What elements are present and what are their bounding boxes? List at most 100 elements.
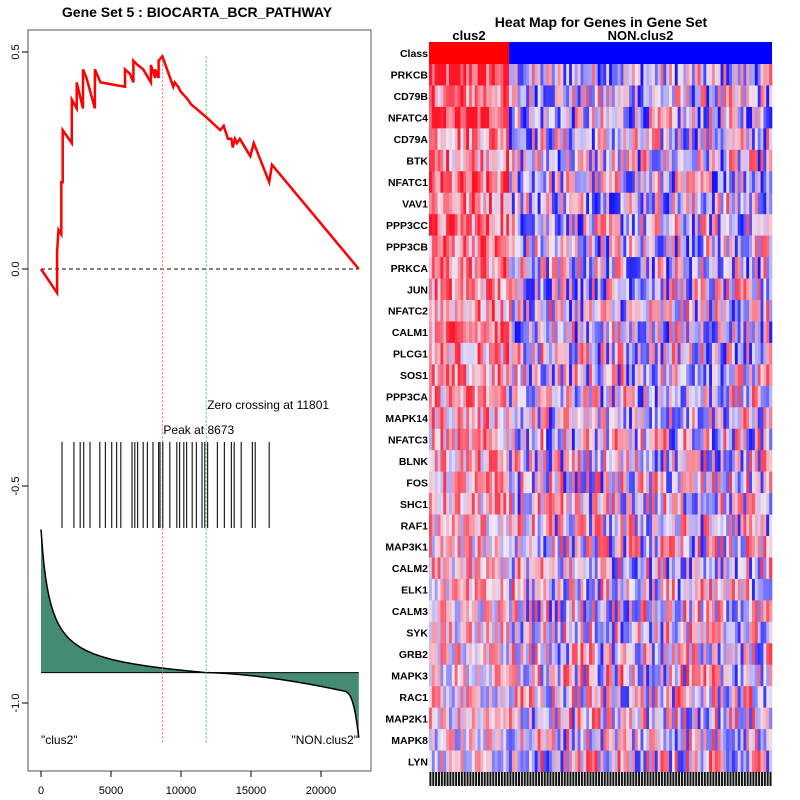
heatmap-cell bbox=[643, 536, 647, 558]
heatmap-cell bbox=[491, 321, 496, 344]
heatmap-cell bbox=[600, 278, 604, 301]
heatmap-cell bbox=[686, 235, 690, 258]
heatmap-cell bbox=[460, 600, 464, 623]
heatmap-cell bbox=[566, 192, 570, 215]
heatmap-cell bbox=[674, 493, 678, 515]
heatmap-cell bbox=[660, 514, 664, 537]
heatmap-cell bbox=[760, 450, 764, 472]
heatmap-cell bbox=[600, 321, 604, 344]
heatmap-cell bbox=[706, 235, 710, 258]
heatmap-cell bbox=[457, 385, 461, 408]
heatmap-cell bbox=[651, 257, 656, 279]
heatmap-cell bbox=[657, 643, 661, 666]
heatmap-cell bbox=[486, 600, 490, 623]
heatmap-cell bbox=[477, 664, 481, 687]
heatmap-cell bbox=[666, 64, 670, 86]
heatmap-cell bbox=[749, 428, 753, 451]
heatmap-cell bbox=[543, 514, 547, 537]
heatmap-cell bbox=[509, 578, 513, 601]
x-tick-label: 0 bbox=[38, 785, 44, 797]
heatmap-cell bbox=[557, 364, 561, 387]
heatmap-cell bbox=[514, 450, 518, 472]
heatmap-cell bbox=[769, 578, 773, 601]
heatmap-cell bbox=[469, 600, 473, 623]
heatmap-cell bbox=[517, 686, 521, 708]
heatmap-cell bbox=[671, 664, 676, 687]
heatmap-cell bbox=[757, 578, 761, 601]
heatmap-cell bbox=[706, 64, 710, 86]
column-label bbox=[760, 772, 763, 786]
heatmap-cell bbox=[603, 300, 607, 322]
heatmap-cell bbox=[760, 257, 764, 279]
heatmap-cell bbox=[514, 235, 518, 258]
heatmap-cell bbox=[554, 578, 558, 601]
heatmap-cell bbox=[760, 621, 764, 644]
heatmap-cell bbox=[757, 85, 761, 108]
heatmap-cell bbox=[509, 600, 513, 623]
heatmap-cell bbox=[526, 578, 530, 601]
heatmap-cell bbox=[557, 536, 561, 558]
heatmap-cell bbox=[429, 707, 433, 730]
heatmap-cell bbox=[649, 686, 653, 708]
heatmap-cell bbox=[729, 493, 733, 515]
heatmap-cell bbox=[677, 450, 681, 472]
heatmap-cell bbox=[611, 235, 616, 258]
heatmap-cell bbox=[731, 557, 736, 580]
heatmap-cell bbox=[603, 364, 607, 387]
heatmap-cell bbox=[451, 686, 456, 708]
heatmap-cell bbox=[686, 128, 690, 151]
heatmap-cell bbox=[749, 750, 753, 773]
heatmap-cell bbox=[449, 128, 453, 151]
heatmap-cell bbox=[714, 149, 718, 172]
heatmap-cell bbox=[583, 321, 587, 344]
heatmap-cell bbox=[437, 364, 441, 387]
heatmap-cell bbox=[703, 707, 707, 730]
heatmap-cell bbox=[683, 300, 687, 322]
heatmap-cell bbox=[660, 664, 664, 687]
heatmap-cell bbox=[754, 149, 759, 172]
heatmap-cell bbox=[766, 707, 770, 730]
heatmap-cell bbox=[726, 106, 730, 129]
heatmap-cell bbox=[497, 600, 501, 623]
heatmap-cell bbox=[757, 428, 761, 451]
heatmap-cell bbox=[706, 686, 710, 708]
heatmap-cell bbox=[520, 643, 524, 666]
heatmap-cell bbox=[520, 171, 524, 194]
heatmap-cell bbox=[569, 493, 573, 515]
heatmap-cell bbox=[714, 557, 718, 580]
heatmap-cell bbox=[477, 536, 481, 558]
heatmap-cell bbox=[443, 407, 447, 430]
heatmap-cell bbox=[609, 214, 613, 236]
heatmap-cell bbox=[546, 557, 550, 580]
heatmap-cell bbox=[489, 664, 493, 687]
heatmap-cell bbox=[689, 578, 693, 601]
heatmap-cell bbox=[429, 321, 433, 344]
heatmap-cell bbox=[714, 428, 718, 451]
heatmap-cell bbox=[646, 300, 650, 322]
heatmap-cell bbox=[594, 450, 598, 472]
heatmap-cell bbox=[523, 364, 527, 387]
heatmap-cell bbox=[486, 364, 490, 387]
heatmap-cell bbox=[534, 578, 538, 601]
heatmap-cell bbox=[497, 450, 501, 472]
heatmap-cell bbox=[623, 621, 627, 644]
heatmap-cell bbox=[751, 214, 756, 236]
heatmap-cell bbox=[477, 278, 481, 301]
heatmap-cell bbox=[731, 643, 736, 666]
heatmap-cell bbox=[737, 321, 741, 344]
heatmap-cell bbox=[600, 514, 604, 537]
heatmap-cell bbox=[729, 278, 733, 301]
heatmap-cell bbox=[734, 578, 738, 601]
heatmap-cell bbox=[577, 300, 581, 322]
heatmap-cell bbox=[760, 471, 764, 494]
heatmap-cell bbox=[731, 257, 736, 279]
heatmap-cell bbox=[766, 192, 770, 215]
heatmap-cell bbox=[634, 621, 638, 644]
heatmap-cell bbox=[574, 64, 578, 86]
heatmap-cell bbox=[649, 214, 653, 236]
heatmap-cell bbox=[466, 686, 470, 708]
heatmap-cell bbox=[737, 278, 741, 301]
heatmap-cell bbox=[491, 750, 496, 773]
heatmap-cell bbox=[737, 85, 741, 108]
heatmap-cell bbox=[549, 192, 553, 215]
